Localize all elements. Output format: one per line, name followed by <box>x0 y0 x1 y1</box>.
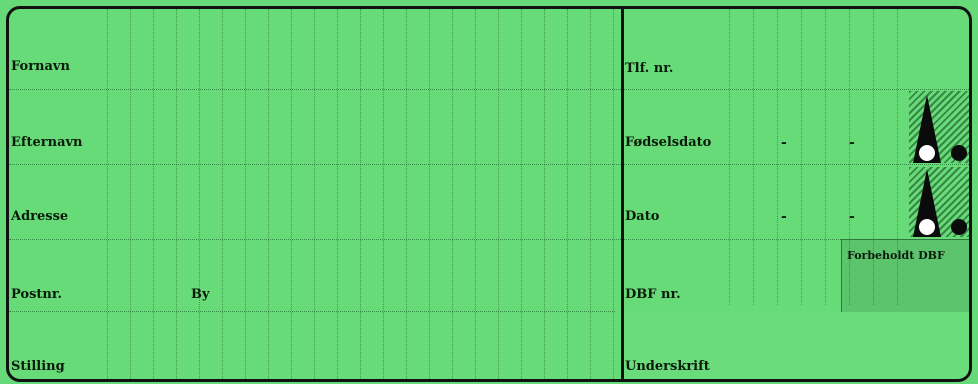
label-underskrift: Underskrift <box>625 359 710 374</box>
registration-card: Fornavn Efternavn Adresse Postnr. By Sti… <box>6 6 972 382</box>
grid-column <box>360 9 361 379</box>
grid-column <box>849 9 850 305</box>
grid-column <box>130 9 131 379</box>
grid-column <box>268 9 269 379</box>
label-fornavn: Fornavn <box>11 59 70 74</box>
label-stilling: Stilling <box>11 359 65 374</box>
label-tlf: Tlf. nr. <box>625 61 674 76</box>
grid-column <box>777 9 778 305</box>
signature-area[interactable] <box>621 311 969 379</box>
column-divider <box>621 9 624 379</box>
grid-column <box>567 9 568 379</box>
reserved-dbf-label: Forbeholdt DBF <box>847 249 945 262</box>
row-separator <box>9 164 969 165</box>
grid-column <box>291 9 292 379</box>
grid-column <box>729 9 730 305</box>
row-separator <box>9 311 615 312</box>
grid-column <box>521 9 522 379</box>
reserved-dbf-box <box>841 239 969 312</box>
label-fodselsdato: Fødselsdato <box>625 135 712 150</box>
grid-column <box>337 9 338 379</box>
label-dato: Dato <box>625 209 660 224</box>
grid-column <box>176 9 177 379</box>
grid-column <box>498 9 499 379</box>
grid-column <box>314 9 315 379</box>
marker-icon <box>913 169 967 237</box>
grid-column <box>383 9 384 379</box>
row-separator <box>9 239 969 240</box>
grid-column <box>873 9 874 305</box>
grid-column <box>544 9 545 379</box>
grid-column <box>452 9 453 379</box>
grid-column <box>825 9 826 305</box>
grid-column <box>429 9 430 379</box>
grid-column <box>153 9 154 379</box>
date-separator: - <box>849 135 855 151</box>
grid-column <box>245 9 246 379</box>
label-adresse: Adresse <box>11 209 69 224</box>
grid-column <box>222 9 223 379</box>
date-separator: - <box>781 209 787 225</box>
grid-column <box>406 9 407 379</box>
label-by: By <box>191 287 210 302</box>
grid-column <box>801 9 802 305</box>
grid-column <box>590 9 591 379</box>
label-postnr: Postnr. <box>11 287 63 302</box>
grid-column <box>475 9 476 379</box>
grid-column <box>753 9 754 305</box>
grid-column <box>897 9 898 305</box>
label-efternavn: Efternavn <box>11 135 83 150</box>
date-separator: - <box>849 209 855 225</box>
grid-column <box>199 9 200 379</box>
label-dbf-nr: DBF nr. <box>625 287 681 302</box>
grid-column <box>107 9 108 379</box>
grid-column <box>613 9 614 379</box>
marker-icon <box>913 95 967 163</box>
row-separator <box>9 89 969 90</box>
date-separator: - <box>781 135 787 151</box>
